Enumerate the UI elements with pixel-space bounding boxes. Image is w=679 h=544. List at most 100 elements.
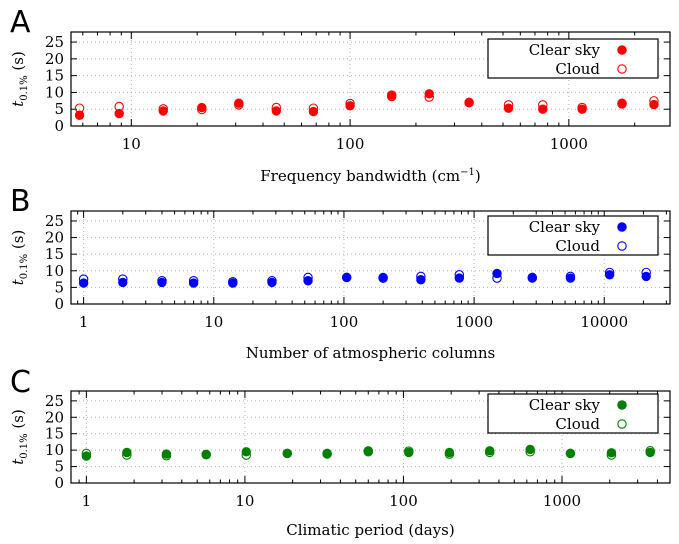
data-point-clear-sky [241, 447, 251, 457]
y-axis-label: t0.1% (s) [9, 230, 30, 286]
x-axis-label-sup: −1 [460, 167, 475, 178]
data-point-clear-sky [197, 102, 207, 113]
data-point-cloud [444, 449, 455, 459]
data-point-cloud [645, 446, 655, 456]
data-point-cloud [228, 276, 238, 287]
y-tick-label: 5 [54, 100, 64, 118]
legend-box [487, 215, 659, 256]
x-tick-label: 10000 [580, 313, 628, 331]
data-point-cloud [484, 447, 495, 458]
legend-label: Cloud [555, 237, 600, 255]
y-tick-label: 0 [54, 117, 64, 135]
data-point-cloud [565, 271, 576, 282]
data-point-cloud [282, 448, 293, 459]
x-tick-label: 100 [330, 313, 359, 331]
data-point-cloud [161, 450, 172, 461]
legend-marker-clear-sky [617, 45, 627, 55]
y-tick-label: 0 [54, 474, 64, 492]
y-axis-label: t0.1% (s) [9, 409, 30, 465]
data-point-clear-sky [454, 273, 465, 283]
data-point-cloud [74, 103, 85, 113]
x-tick-label: 10 [204, 313, 223, 331]
y-axis-label-main: t [9, 100, 27, 107]
data-point-cloud [234, 100, 244, 110]
y-tick-label: 15 [45, 245, 64, 263]
data-point-clear-sky [122, 447, 132, 458]
legend-marker-clear-sky [617, 222, 627, 232]
panel-letter: C [10, 365, 31, 400]
y-axis-label-unit: (s) [9, 51, 27, 75]
data-point-cloud [341, 272, 352, 283]
data-point-cloud [416, 271, 426, 282]
x-tick-label: 100 [389, 492, 418, 510]
data-point-clear-sky [81, 451, 92, 461]
x-tick-label: 1000 [455, 313, 493, 331]
data-point-cloud [271, 102, 282, 113]
y-tick-label: 15 [45, 425, 64, 443]
data-point-cloud [241, 450, 252, 460]
data-point-clear-sky [424, 89, 434, 99]
data-point-cloud [378, 273, 388, 283]
y-axis-label-unit: (s) [9, 230, 27, 254]
data-point-cloud [525, 447, 535, 457]
plot-frame [70, 390, 671, 484]
data-point-cloud [363, 447, 374, 457]
data-point-clear-sky [303, 276, 313, 286]
data-point-cloud [386, 91, 397, 102]
legend-marker-cloud [617, 64, 627, 74]
x-tick-label: 1000 [550, 135, 588, 153]
data-point-cloud [157, 275, 167, 286]
legend-box [487, 393, 659, 434]
y-tick-label: 10 [45, 262, 64, 280]
legend-label: Cloud [555, 60, 600, 78]
y-axis-label-sub: 0.1% [19, 254, 30, 279]
data-point-clear-sky [345, 101, 355, 111]
y-tick-label: 25 [45, 392, 64, 410]
data-point-cloud [403, 446, 414, 456]
data-point-cloud [267, 275, 277, 286]
y-axis-label-sub: 0.1% [19, 75, 30, 100]
legend-label: Cloud [555, 415, 600, 433]
data-point-clear-sky [118, 277, 128, 288]
data-point-clear-sky [604, 270, 615, 280]
data-point-cloud [527, 272, 538, 283]
panel-letter: B [10, 184, 31, 219]
data-point-clear-sky [74, 110, 85, 120]
data-point-cloud [322, 448, 332, 459]
data-point-cloud [606, 450, 617, 460]
data-point-cloud [122, 450, 132, 460]
data-point-cloud [345, 98, 355, 109]
data-point-clear-sky [606, 448, 617, 458]
data-point-cloud [81, 448, 92, 459]
x-axis-label-end: ) [475, 167, 481, 185]
data-point-clear-sky [188, 278, 199, 288]
data-point-cloud [565, 448, 576, 459]
y-tick-label: 15 [45, 67, 64, 85]
y-tick-label: 0 [54, 295, 64, 313]
x-axis-label-main: Climatic period (days) [286, 521, 455, 539]
data-point-cloud [201, 449, 211, 460]
panel-letter: A [10, 5, 31, 40]
data-point-clear-sky [158, 106, 168, 116]
data-point-cloud [114, 101, 124, 112]
data-point-cloud [577, 102, 587, 113]
data-point-cloud [424, 92, 434, 102]
legend-label: Clear sky [529, 396, 601, 414]
data-point-cloud [464, 97, 474, 108]
y-tick-label: 25 [45, 33, 64, 51]
data-point-cloud [454, 270, 465, 280]
x-axis-label: Climatic period (days) [286, 521, 455, 539]
y-tick-label: 20 [45, 408, 64, 426]
y-axis-label-unit: (s) [9, 409, 27, 433]
data-point-cloud [503, 100, 514, 110]
x-axis-label: Number of atmospheric columns [246, 344, 495, 362]
legend-marker-cloud [617, 241, 627, 251]
data-point-cloud [197, 104, 207, 115]
data-point-cloud [538, 100, 548, 110]
